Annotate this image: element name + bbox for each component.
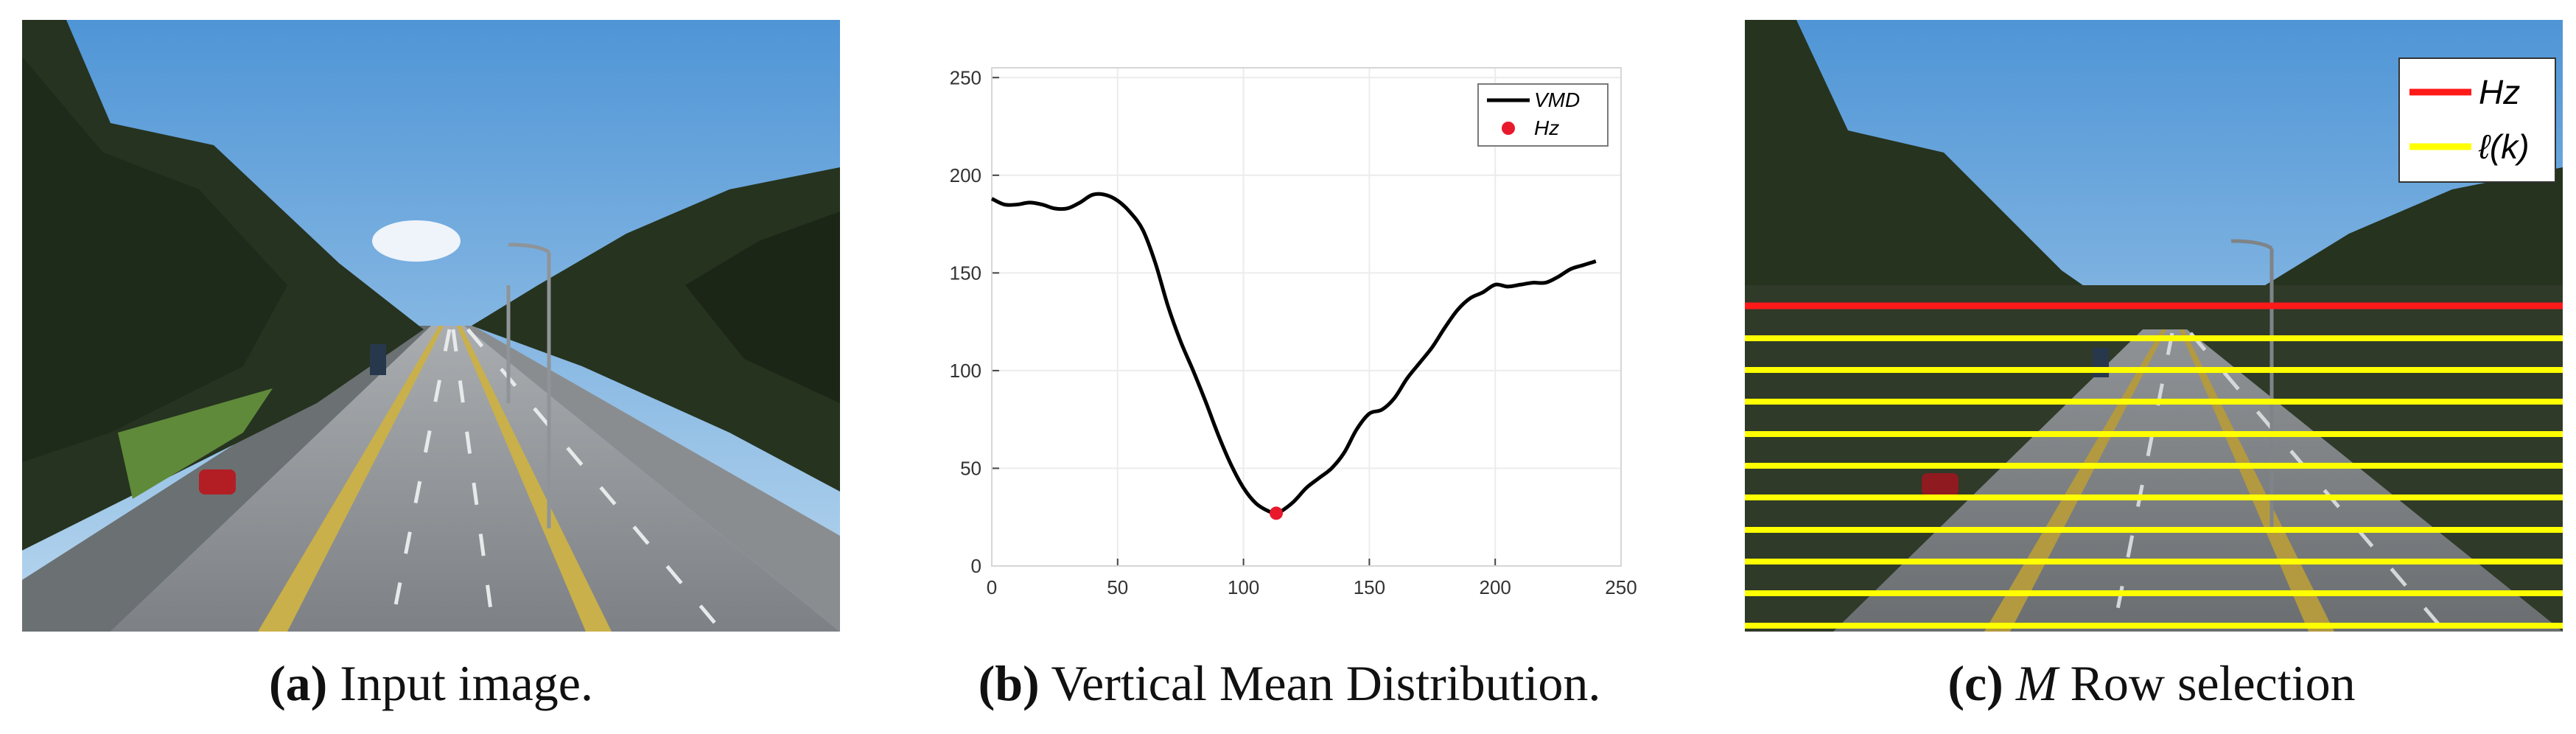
caption-c-var: M <box>2015 655 2058 711</box>
caption-b: (b) Vertical Mean Distribution. <box>979 654 1601 713</box>
y-tick-label: 200 <box>950 164 981 186</box>
caption-b-text: Vertical Mean Distribution. <box>1051 655 1601 711</box>
x-tick-label: 200 <box>1480 576 1511 598</box>
hz-point <box>1270 506 1284 520</box>
x-tick-label: 50 <box>1107 576 1128 598</box>
row-selection-image: Hz ℓ(k) <box>1745 20 2563 632</box>
plot-area <box>992 68 1621 566</box>
caption-c-label: (c) <box>1947 655 2003 711</box>
x-tick-label: 150 <box>1354 576 1385 598</box>
legend: VMD Hz <box>1477 83 1609 147</box>
x-tick-label: 100 <box>1228 576 1259 598</box>
legend-hz-label: Hz <box>1534 116 1559 139</box>
legend-row-label: ℓ(k) <box>2478 127 2530 166</box>
caption-b-label: (b) <box>978 655 1040 711</box>
caption-c: (c) M Row selection <box>1947 654 2355 713</box>
input-image <box>22 20 840 632</box>
selected-rows <box>1745 335 2563 629</box>
y-tick-label: 250 <box>950 66 981 88</box>
legend-vmd-label: VMD <box>1534 88 1580 111</box>
y-tick-label: 50 <box>960 457 981 479</box>
caption-a: (a) Input image. <box>269 654 593 713</box>
vmd-series-line <box>990 192 1597 515</box>
vmd-chart: 0 50 100 150 200 250 0 50 100 150 200 250 VMD Hz <box>950 66 1637 598</box>
x-tick-label: 250 <box>1605 576 1637 598</box>
row-legend: Hz ℓ(k) <box>2398 57 2556 183</box>
y-tick-label: 0 <box>971 555 981 577</box>
y-tick-label: 150 <box>950 262 981 284</box>
legend-hz-line-label: Hz <box>2479 73 2520 111</box>
plot-frame <box>991 67 1622 567</box>
caption-a-label: (a) <box>269 655 328 711</box>
y-tick-label: 100 <box>950 360 981 382</box>
x-tick-label: 0 <box>987 576 997 598</box>
caption-c-text: Row selection <box>2070 655 2356 711</box>
caption-a-text: Input image. <box>340 655 593 711</box>
